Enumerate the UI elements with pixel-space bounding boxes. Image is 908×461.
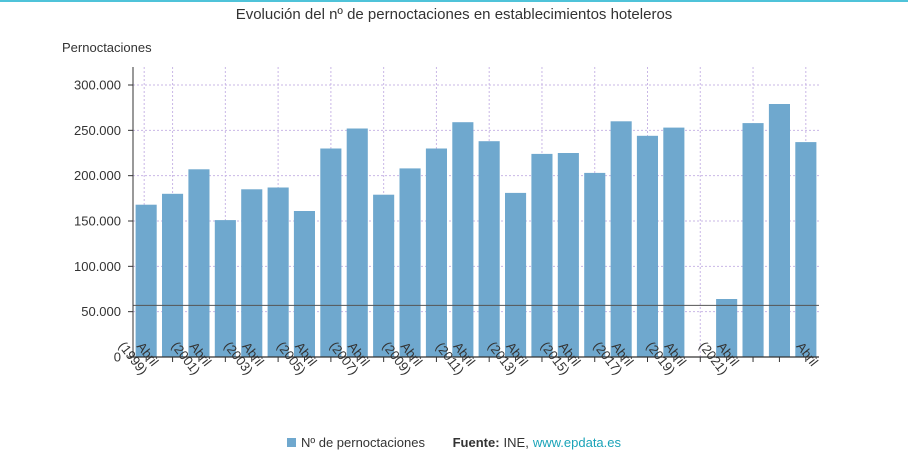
bars: Abril (1999): 168000Abril (2000): 180000… [135,104,817,357]
bar: Abril (2014): 224000 [531,153,553,357]
bar: Abril (2019): 253000 [663,127,685,357]
bar: Abril (2009): 208000 [399,168,421,357]
bar: Abril (2001): 207000 [188,169,210,357]
y-tick-labels: 0 50.000 100.000 150.000 200.000 250.000 300.0… [74,78,121,365]
bar: Abril (2006): 230000 [320,148,342,357]
bar: Abril (2003): 185000 [241,189,263,357]
bar: Abril (2012): 238000 [478,141,500,357]
bar: Abril (2013): 181000 [505,192,527,357]
bar: Abril (2007): 252000 [346,128,368,357]
bar: Abril (2022): 258000 [742,123,764,357]
bar: Abril (2002): 151000 [214,220,236,357]
legend-swatch [286,438,296,447]
legend: Nº de pernoctaciones Fuente: INE, www.epda… [0,435,908,450]
bar: Abril (2000): 180000 [162,193,184,357]
y-tick-label: 200.000 [74,168,121,183]
bar: Abril (1999): 168000 [135,204,157,357]
y-tick-label: 0 [114,350,121,365]
bar: Abril (2011): 259000 [452,122,474,357]
bar: Abril (2015): 225000 [557,153,579,357]
bar: Abril (2024): 237000 [795,142,817,357]
y-tick-label: 300.000 [74,78,121,93]
y-tick-label: 150.000 [74,214,121,229]
chart-title: Evolución del nº de pernoctaciones en es… [235,6,673,23]
axes [128,67,819,362]
bar: Abril (2023): 279000 [768,104,790,357]
bar: Abril (2017): 260000 [610,121,632,357]
bar: Abril (2018): 244000 [636,135,658,357]
y-tick-label: 250.000 [74,123,121,138]
source-name: INE, [503,435,529,450]
top-accent-line [0,0,908,2]
source-link[interactable]: www.epdata.es [532,435,622,450]
bar: Abril (2021): 64000 [716,299,738,357]
bar: Abril (2008): 179000 [373,194,395,357]
bar: Abril (2010): 230000 [425,148,447,357]
source-label: Fuente: [452,435,500,450]
legend-series-label: Nº de pernoctaciones [300,435,425,450]
y-axis-label: Pernoctaciones [62,40,152,55]
bar: Abril (2016): 203000 [584,172,606,357]
y-tick-label: 50.000 [81,304,121,319]
bar: Abril (2004): 187000 [267,187,289,357]
y-tick-label: 100.000 [74,259,121,274]
bar: Abril (2005): 161000 [293,211,315,357]
